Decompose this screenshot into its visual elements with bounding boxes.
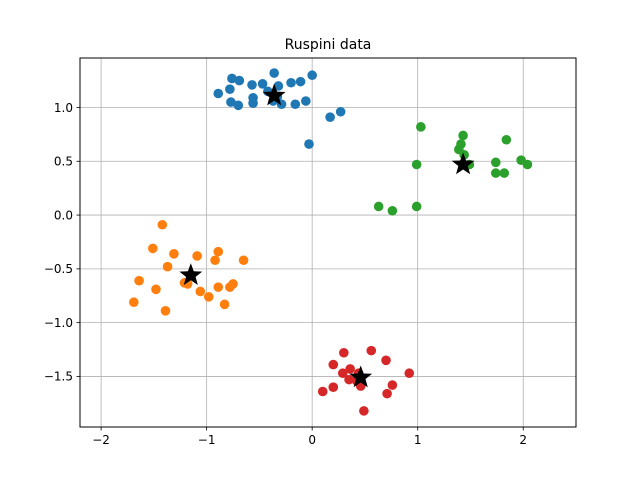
data-point-cluster-3 bbox=[160, 306, 171, 316]
data-point-cluster-1 bbox=[233, 100, 244, 111]
centroid-star-cluster-1 bbox=[262, 83, 286, 106]
data-point-cluster-2 bbox=[490, 157, 501, 168]
data-point-cluster-4 bbox=[387, 380, 398, 390]
data-point-cluster-4 bbox=[366, 345, 377, 356]
data-point-cluster-3 bbox=[169, 248, 179, 259]
data-point-cluster-1 bbox=[286, 77, 296, 88]
data-point-cluster-2 bbox=[411, 201, 422, 212]
y-tick-label: −1.0 bbox=[44, 316, 73, 330]
data-point-cluster-4 bbox=[339, 347, 349, 358]
data-point-cluster-4 bbox=[337, 368, 348, 379]
data-point-cluster-3 bbox=[192, 251, 202, 261]
y-tick-label: −0.5 bbox=[44, 262, 73, 276]
x-tick-label: 1 bbox=[414, 433, 422, 447]
data-point-cluster-1 bbox=[335, 106, 346, 117]
y-tick-label: −1.5 bbox=[44, 370, 73, 384]
centroids bbox=[179, 83, 475, 388]
data-point-cluster-1 bbox=[290, 99, 301, 110]
data-point-cluster-1 bbox=[273, 81, 284, 91]
data-point-cluster-4 bbox=[317, 386, 328, 397]
data-point-cluster-1 bbox=[301, 96, 311, 106]
data-point-cluster-1 bbox=[227, 73, 237, 84]
data-point-cluster-1 bbox=[213, 88, 224, 99]
data-point-cluster-3 bbox=[210, 255, 220, 266]
data-point-cluster-1 bbox=[307, 70, 317, 81]
data-point-cluster-1 bbox=[247, 80, 257, 90]
y-tick-label: 1.0 bbox=[54, 101, 73, 115]
plot-frame bbox=[79, 57, 577, 428]
data-point-cluster-3 bbox=[228, 279, 238, 289]
data-point-cluster-2 bbox=[387, 205, 398, 216]
centroid-star-cluster-2 bbox=[451, 152, 475, 175]
data-point-cluster-3 bbox=[203, 292, 214, 302]
centroid-star-cluster-3 bbox=[179, 263, 203, 286]
data-point-cluster-3 bbox=[148, 243, 158, 254]
centroid-star-cluster-4 bbox=[349, 365, 373, 388]
data-point-cluster-2 bbox=[458, 130, 468, 141]
data-point-cluster-4 bbox=[382, 388, 392, 399]
data-point-cluster-1 bbox=[257, 79, 268, 89]
data-point-cluster-4 bbox=[328, 359, 339, 370]
data-point-cluster-2 bbox=[499, 168, 510, 178]
data-point-cluster-3 bbox=[129, 297, 139, 308]
data-point-cluster-1 bbox=[295, 76, 306, 87]
axis-ticks: −2 −1 0 1 2 −1.5 −1.0 −0.5 0.0 0.5 1.0 bbox=[44, 101, 527, 447]
data-point-cluster-1 bbox=[225, 84, 235, 94]
data-point-cluster-1 bbox=[234, 75, 245, 86]
chart-title: Ruspini data bbox=[285, 37, 372, 53]
data-point-cluster-2 bbox=[501, 134, 512, 145]
x-tick-label: −2 bbox=[92, 433, 110, 447]
data-point-cluster-4 bbox=[404, 368, 415, 379]
data-point-cluster-3 bbox=[213, 246, 224, 257]
data-point-cluster-1 bbox=[248, 93, 258, 103]
data-point-cluster-2 bbox=[490, 168, 501, 178]
x-tick-label: 0 bbox=[308, 433, 316, 447]
data-point-cluster-3 bbox=[134, 275, 144, 286]
data-point-cluster-3 bbox=[219, 299, 230, 310]
data-point-cluster-3 bbox=[195, 286, 206, 297]
data-point-cluster-2 bbox=[456, 139, 466, 149]
x-tick-label: 2 bbox=[519, 433, 527, 447]
data-point-cluster-3 bbox=[157, 219, 168, 230]
data-point-cluster-4 bbox=[328, 382, 339, 392]
y-tick-label: 0.5 bbox=[54, 155, 73, 169]
data-point-cluster-2 bbox=[416, 122, 426, 132]
data-point-cluster-1 bbox=[226, 97, 236, 107]
data-point-cluster-3 bbox=[151, 284, 161, 295]
x-tick-label: −1 bbox=[198, 433, 216, 447]
data-point-cluster-3 bbox=[213, 282, 224, 292]
data-point-cluster-1 bbox=[304, 139, 314, 149]
data-point-cluster-3 bbox=[238, 255, 249, 266]
data-point-cluster-4 bbox=[381, 355, 391, 366]
data-point-cluster-2 bbox=[411, 159, 422, 170]
data-point-cluster-2 bbox=[373, 201, 384, 212]
y-tick-label: 0.0 bbox=[54, 208, 73, 222]
data-point-cluster-2 bbox=[522, 159, 533, 170]
data-point-cluster-1 bbox=[325, 112, 335, 122]
data-point-cluster-1 bbox=[269, 68, 279, 78]
data-point-cluster-4 bbox=[345, 364, 355, 374]
data-point-cluster-4 bbox=[344, 374, 354, 385]
data-point-cluster-4 bbox=[359, 406, 369, 416]
data-point-cluster-3 bbox=[162, 261, 173, 272]
